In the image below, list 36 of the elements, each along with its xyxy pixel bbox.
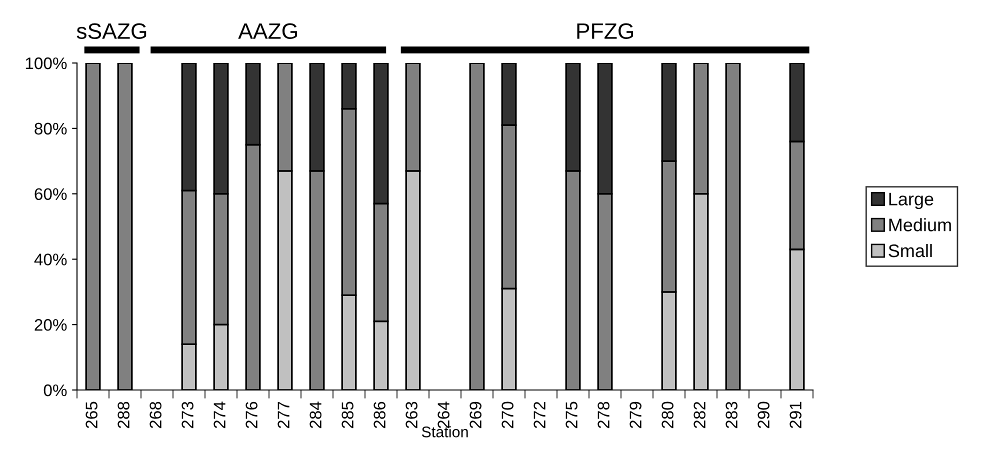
x-tick-label: 274 (214, 402, 226, 428)
x-tick-label: 284 (310, 402, 322, 428)
x-tick-label: 264 (438, 402, 450, 428)
x-tick-label: 277 (278, 402, 290, 428)
y-tick-label: 0% (44, 384, 67, 396)
x-tick-label: 286 (374, 402, 386, 428)
x-tick-label: 272 (534, 402, 546, 428)
legend-label: Medium (889, 218, 951, 232)
y-tick-label: 100% (26, 57, 67, 70)
x-tick-label: 275 (566, 402, 578, 428)
x-tick-label: 268 (150, 402, 162, 428)
x-tick-label: 285 (342, 402, 354, 428)
x-tick-label: 282 (694, 402, 706, 428)
x-tick-label: 273 (182, 402, 194, 428)
text: sSAZG (76, 23, 146, 39)
legend-label: Large (889, 192, 934, 210)
x-tick-label: 263 (406, 402, 418, 428)
x-tick-label: 280 (662, 402, 674, 428)
x-tick-label: 279 (630, 402, 642, 428)
x-tick-label: 283 (726, 402, 738, 428)
legend-label: Small (888, 244, 932, 258)
x-tick-label: 276 (246, 402, 258, 428)
text: AAZG (238, 23, 297, 39)
x-tick-label: 270 (502, 402, 514, 428)
x-tick-label: 269 (470, 402, 482, 428)
y-tick-label: 80% (34, 122, 67, 135)
text: PFZG (577, 23, 634, 39)
x-axis-title: Station (422, 426, 468, 438)
y-tick-label: 60% (34, 188, 67, 200)
x-tick-label: 290 (758, 402, 770, 428)
y-tick-label: 20% (34, 319, 67, 331)
x-tick-label: 265 (86, 402, 98, 428)
x-tick-label: 288 (118, 402, 130, 428)
y-tick-label: 40% (34, 254, 67, 266)
x-tick-label: 278 (598, 402, 610, 428)
x-tick-label: 291 (790, 402, 802, 428)
